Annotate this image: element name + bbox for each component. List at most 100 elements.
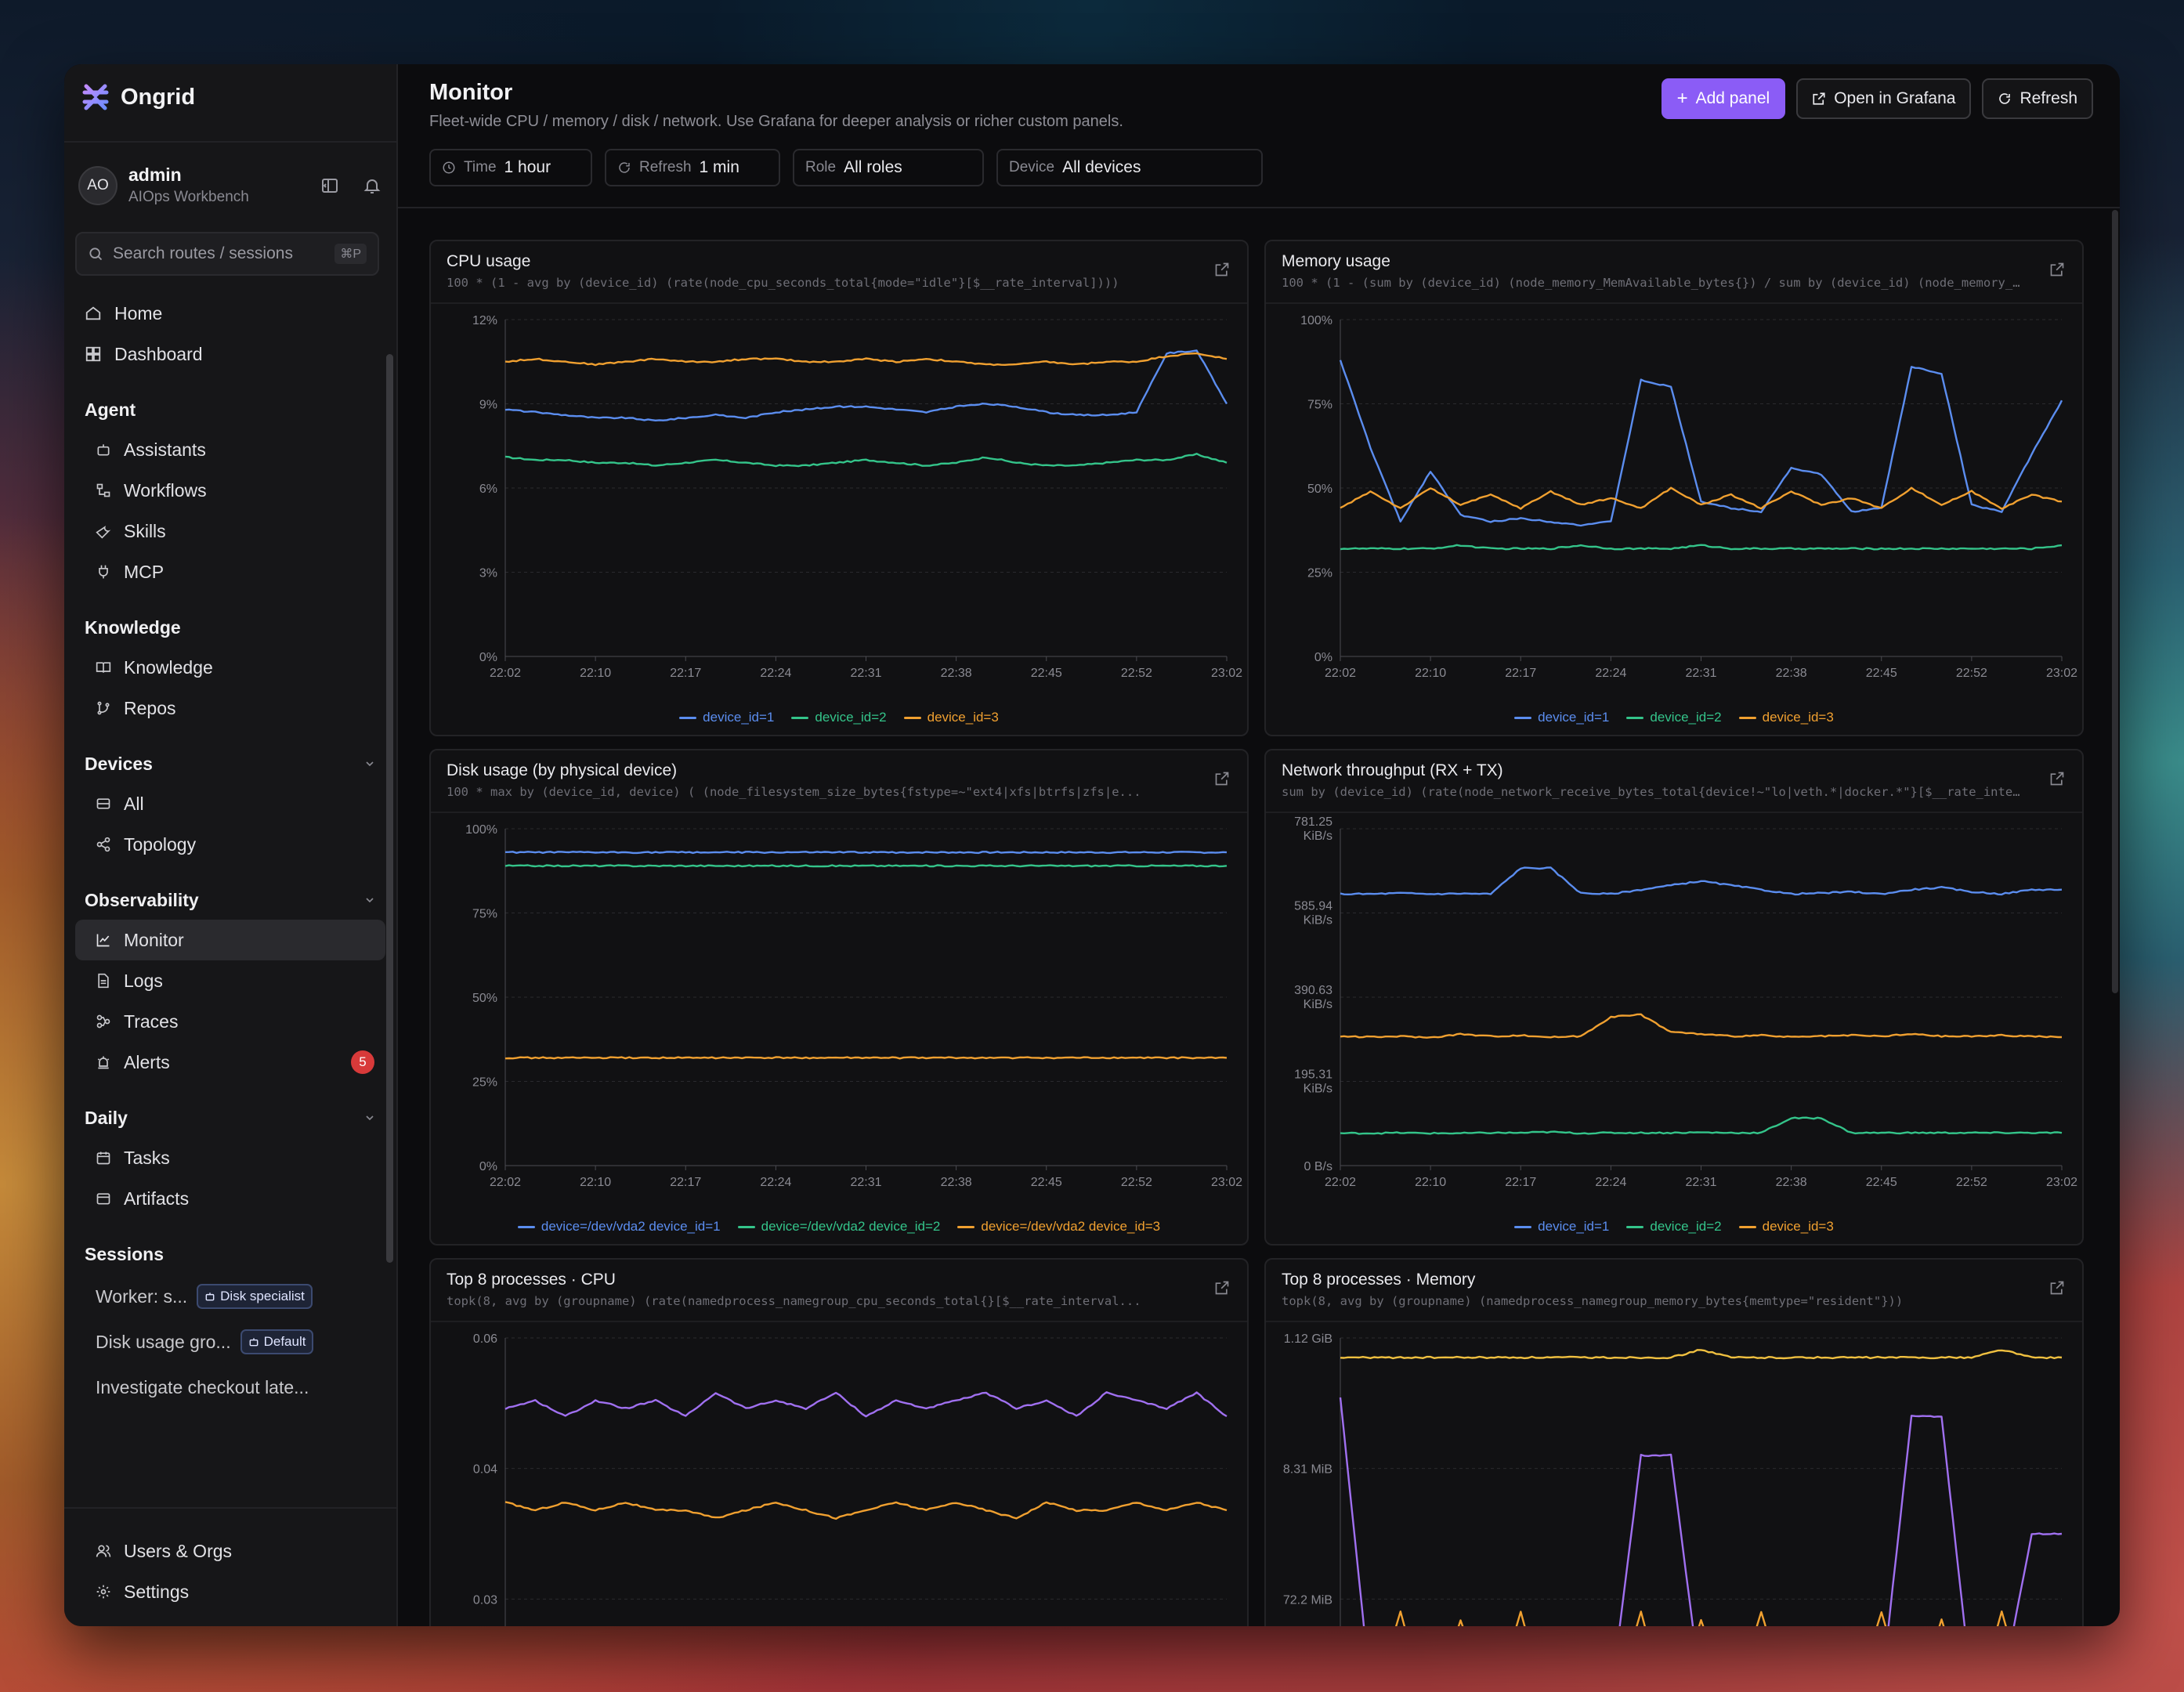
x-tick-label: 22:45 — [1031, 1176, 1062, 1189]
nav-users-orgs[interactable]: Users & Orgs — [75, 1531, 385, 1571]
file-text-icon — [98, 973, 109, 989]
add-panel-button[interactable]: + Add panel — [1661, 78, 1786, 119]
nav-topology[interactable]: Topology — [75, 824, 385, 865]
nav-alerts[interactable]: Alerts 5 — [75, 1042, 385, 1083]
external-link-icon[interactable] — [1214, 262, 1230, 281]
bell-icon[interactable] — [360, 174, 384, 197]
x-tick-label: 22:52 — [1121, 667, 1152, 680]
section-observability[interactable]: Observability — [75, 880, 385, 920]
series-line — [504, 851, 1228, 855]
nav-home[interactable]: Home — [75, 293, 385, 334]
session-item[interactable]: Worker: s... Disk specialist — [75, 1274, 385, 1319]
legend-item[interactable]: device_id=2 — [1626, 1219, 1722, 1235]
section-daily-title: Daily — [85, 1107, 128, 1128]
nav-devices-all[interactable]: All — [75, 783, 385, 824]
y-tick-label: 9% — [479, 399, 497, 412]
session-label: Disk usage gro... — [96, 1331, 231, 1352]
nav-monitor[interactable]: Monitor — [75, 920, 385, 960]
hard-drive-icon — [96, 798, 110, 809]
section-knowledge[interactable]: Knowledge — [75, 608, 385, 647]
open-grafana-button[interactable]: Open in Grafana — [1796, 78, 1972, 119]
nav-logs[interactable]: Logs — [75, 960, 385, 1001]
section-agent[interactable]: Agent — [75, 390, 385, 429]
siren-icon — [97, 1056, 110, 1069]
time-range-select[interactable]: Time 1 hour — [429, 149, 592, 186]
main-scrollbar[interactable] — [2112, 210, 2118, 993]
x-tick-label: 22:10 — [1415, 667, 1446, 680]
nav-workflows[interactable]: Workflows — [75, 470, 385, 511]
legend-label: device_id=2 — [815, 710, 887, 725]
book-icon — [96, 662, 111, 673]
legend-label: device_id=3 — [1762, 710, 1834, 725]
external-link-icon[interactable] — [2049, 262, 2065, 281]
section-observability-title: Observability — [85, 889, 199, 910]
legend-item[interactable]: device_id=2 — [791, 710, 887, 725]
user-subtitle: AIOps Workbench — [128, 189, 249, 205]
brand[interactable]: Ongrid — [80, 81, 195, 113]
x-tick-label: 22:10 — [580, 667, 611, 680]
legend-item[interactable]: device_id=3 — [1738, 710, 1834, 725]
y-tick-label: 100% — [1300, 314, 1332, 327]
series-line — [1340, 1013, 2062, 1039]
avatar[interactable]: AO — [78, 165, 118, 205]
session-item[interactable]: Disk usage gro... Default — [75, 1319, 385, 1365]
nav-mcp[interactable]: MCP — [75, 551, 385, 592]
x-tick-label: 22:17 — [1505, 1176, 1536, 1189]
device-select[interactable]: Device All devices — [996, 149, 1263, 186]
nav-traces[interactable]: Traces — [75, 1001, 385, 1042]
nav-dashboard[interactable]: Dashboard — [75, 334, 385, 374]
session-item[interactable]: Investigate checkout late... — [75, 1365, 385, 1410]
nav-skills[interactable]: Skills — [75, 511, 385, 551]
legend-label: device_id=3 — [1762, 1219, 1834, 1234]
series-line — [504, 1056, 1228, 1060]
nav-repos[interactable]: Repos — [75, 688, 385, 728]
header-actions: + Add panel Open in Grafana Refresh — [1661, 78, 2093, 119]
panel-query: sum by (device_id) (rate(node_network_re… — [1282, 785, 2026, 799]
section-daily[interactable]: Daily — [75, 1098, 385, 1137]
section-devices[interactable]: Devices — [75, 744, 385, 783]
collapse-sidebar-icon[interactable] — [318, 174, 342, 197]
legend-item[interactable]: device_id=1 — [1514, 710, 1609, 725]
nav-knowledge[interactable]: Knowledge — [75, 647, 385, 688]
wrench-icon — [96, 526, 111, 539]
legend-item[interactable]: device=/dev/vda2 device_id=1 — [517, 1219, 721, 1235]
share-nodes-icon — [96, 837, 110, 852]
external-link-icon[interactable] — [2049, 771, 2065, 790]
series-line — [1340, 486, 2063, 510]
legend-item[interactable]: device_id=1 — [679, 710, 774, 725]
refresh-button[interactable]: Refresh — [1982, 78, 2093, 119]
session-label: Investigate checkout late... — [96, 1376, 309, 1397]
x-tick-label: 22:24 — [1595, 1176, 1626, 1189]
x-tick-label: 23:02 — [1211, 667, 1242, 680]
panel-title: Disk usage (by physical device) — [447, 761, 678, 779]
nav-alerts-label: Alerts — [124, 1051, 170, 1072]
app-name: Ongrid — [121, 84, 196, 110]
refresh-interval-select[interactable]: Refresh 1 min — [605, 149, 780, 186]
legend-item[interactable]: device_id=3 — [1738, 1219, 1834, 1235]
search-input[interactable]: Search routes / sessions ⌘P — [75, 232, 379, 276]
legend-item[interactable]: device=/dev/vda2 device_id=2 — [737, 1219, 940, 1235]
legend-swatch — [1514, 1225, 1532, 1228]
memory-usage-chart: 0% 25% 50% 75% 100% 22:02 22:10 22:17 22:24 22:31… — [1300, 314, 2077, 680]
nav-settings[interactable]: Settings — [75, 1571, 385, 1612]
panel-top-processes-cpu: Top 8 processes · CPU topk(8, avg by (gr… — [429, 1258, 1249, 1626]
external-link-icon[interactable] — [2049, 1280, 2065, 1300]
legend-item[interactable]: device=/dev/vda2 device_id=3 — [957, 1219, 1160, 1235]
section-sessions[interactable]: Sessions — [75, 1235, 385, 1274]
legend-label: device=/dev/vda2 device_id=1 — [541, 1219, 721, 1234]
sidebar-scrollbar[interactable] — [386, 354, 393, 1263]
legend-swatch — [957, 1225, 975, 1228]
external-link-icon[interactable] — [1214, 771, 1230, 790]
panel-query: 100 * (1 - (sum by (device_id) (node_mem… — [1282, 276, 2026, 290]
x-tick-label: 22:52 — [1956, 667, 1987, 680]
legend-item[interactable]: device_id=2 — [1626, 710, 1722, 725]
session-tag: Disk specialist — [197, 1284, 313, 1309]
nav-artifacts[interactable]: Artifacts — [75, 1178, 385, 1219]
legend-item[interactable]: device_id=1 — [1514, 1219, 1609, 1235]
legend-item[interactable]: device_id=3 — [903, 710, 999, 725]
nav-tasks[interactable]: Tasks — [75, 1137, 385, 1178]
external-link-icon[interactable] — [1214, 1280, 1230, 1300]
role-select[interactable]: Role All roles — [793, 149, 984, 186]
nav-assistants[interactable]: Assistants — [75, 429, 385, 470]
